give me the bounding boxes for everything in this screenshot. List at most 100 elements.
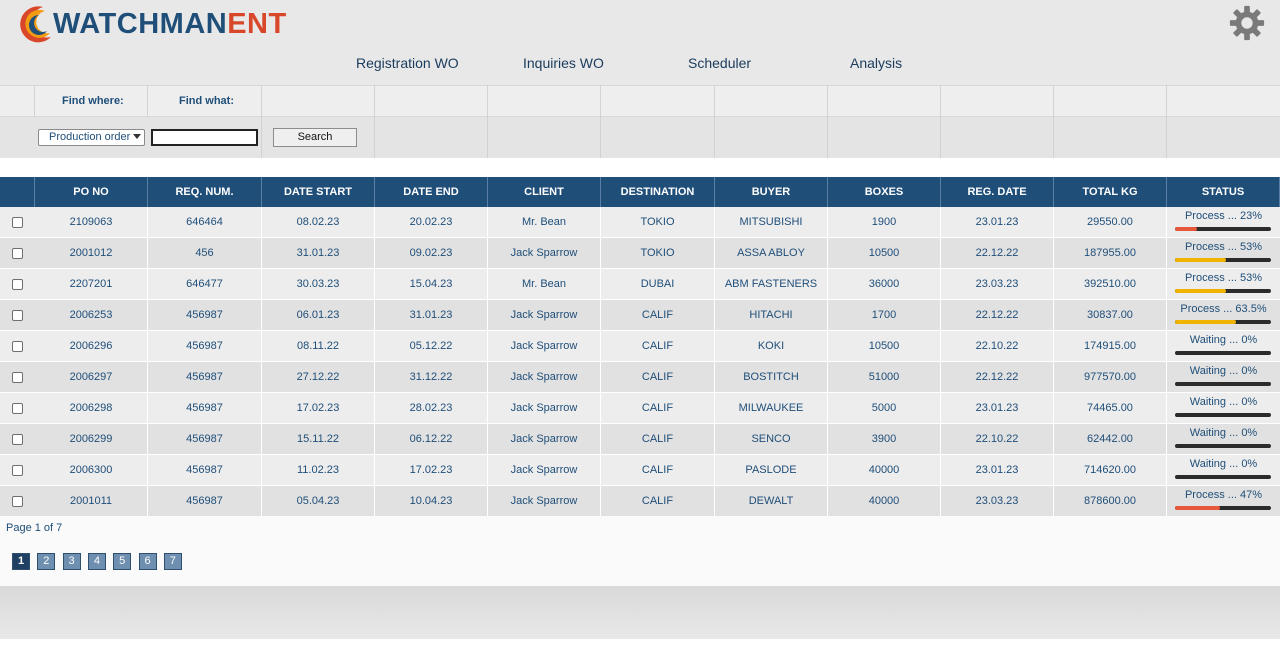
filter-divider	[1166, 85, 1167, 158]
filter-divider	[600, 85, 601, 158]
cell-po-no[interactable]: 2006296	[35, 331, 148, 361]
table-row[interactable]: 2006300 456987 11.02.23 17.02.23 Jack Sparro…	[0, 455, 1280, 486]
cell-total-kg: 74465.00	[1054, 393, 1167, 423]
cell-po-no[interactable]: 2109063	[35, 207, 148, 237]
header-select-column	[0, 177, 35, 207]
pagination-area	[0, 516, 1280, 586]
column-header-boxes[interactable]: BOXES	[828, 177, 941, 207]
cell-po-no[interactable]: 2207201	[35, 269, 148, 299]
cell-po-no[interactable]: 2006300	[35, 455, 148, 485]
cell-req-num: 646477	[148, 269, 262, 299]
cell-reg-date: 23.03.23	[941, 269, 1054, 299]
page-button-5[interactable]: 5	[113, 553, 132, 570]
column-header-date-start[interactable]: DATE START	[262, 177, 375, 207]
cell-boxes: 1700	[828, 300, 941, 330]
cell-po-no[interactable]: 2001011	[35, 486, 148, 516]
cell-destination: CALIF	[601, 424, 715, 454]
cell-destination: CALIF	[601, 486, 715, 516]
row-checkbox[interactable]	[12, 496, 23, 507]
table-row[interactable]: 2006253 456987 06.01.23 31.01.23 Jack Sparro…	[0, 300, 1280, 331]
cell-total-kg: 174915.00	[1054, 331, 1167, 361]
column-header-status[interactable]: STATUS	[1167, 177, 1280, 207]
cell-buyer: BOSTITCH	[715, 362, 828, 392]
column-header-buyer[interactable]: BUYER	[715, 177, 828, 207]
page-button-1[interactable]: 1	[12, 553, 30, 570]
row-checkbox[interactable]	[12, 403, 23, 414]
nav-analysis[interactable]: Analysis	[850, 55, 903, 71]
chevron-down-icon	[133, 134, 141, 139]
column-header-req-num[interactable]: REQ. NUM.	[148, 177, 262, 207]
cell-date-start: 08.11.22	[262, 331, 375, 361]
progress-bar	[1175, 320, 1271, 324]
search-button[interactable]: Search	[273, 128, 357, 147]
header: WATCHMANENT Registration WO Inquiries WO…	[0, 0, 1280, 85]
filter-divider	[487, 85, 488, 158]
page-button-6[interactable]: 6	[138, 553, 157, 570]
row-checkbox[interactable]	[12, 372, 23, 383]
table-row[interactable]: 2006296 456987 08.11.22 05.12.22 Jack Sparro…	[0, 331, 1280, 362]
cell-date-start: 15.11.22	[262, 424, 375, 454]
cell-req-num: 456987	[148, 486, 262, 516]
row-checkbox[interactable]	[12, 217, 23, 228]
table-row[interactable]: 2001011 456987 05.04.23 10.04.23 Jack Sparro…	[0, 486, 1280, 517]
cell-date-start: 31.01.23	[262, 238, 375, 268]
page-button-7[interactable]: 7	[163, 553, 182, 570]
cell-total-kg: 977570.00	[1054, 362, 1167, 392]
row-checkbox[interactable]	[12, 248, 23, 259]
row-checkbox[interactable]	[12, 465, 23, 476]
cell-date-start: 27.12.22	[262, 362, 375, 392]
cell-date-end: 28.02.23	[375, 393, 488, 423]
gear-icon[interactable]	[1228, 4, 1266, 42]
table-row[interactable]: 2001012 456 31.01.23 09.02.23 Jack Sparrow TO…	[0, 238, 1280, 269]
cell-po-no[interactable]: 2006298	[35, 393, 148, 423]
logo[interactable]: WATCHMANENT	[17, 3, 286, 45]
table-row[interactable]: 2006298 456987 17.02.23 28.02.23 Jack Sparro…	[0, 393, 1280, 424]
page-button-3[interactable]: 3	[62, 553, 81, 570]
cell-po-no[interactable]: 2006253	[35, 300, 148, 330]
nav-inquiries-wo[interactable]: Inquiries WO	[523, 55, 604, 71]
row-checkbox[interactable]	[12, 279, 23, 290]
cell-boxes: 40000	[828, 486, 941, 516]
cell-date-end: 10.04.23	[375, 486, 488, 516]
row-checkbox[interactable]	[12, 341, 23, 352]
column-header-date-end[interactable]: DATE END	[375, 177, 488, 207]
filter-divider	[261, 85, 262, 158]
row-checkbox[interactable]	[12, 434, 23, 445]
cell-client: Mr. Bean	[488, 207, 601, 237]
nav-scheduler[interactable]: Scheduler	[688, 55, 752, 71]
column-header-destination[interactable]: DESTINATION	[601, 177, 715, 207]
cell-total-kg: 29550.00	[1054, 207, 1167, 237]
page-button-2[interactable]: 2	[37, 553, 56, 570]
table-row[interactable]: 2006297 456987 27.12.22 31.12.22 Jack Sparro…	[0, 362, 1280, 393]
cell-date-start: 06.01.23	[262, 300, 375, 330]
filter-divider	[34, 85, 35, 117]
cell-boxes: 3900	[828, 424, 941, 454]
column-header-client[interactable]: CLIENT	[488, 177, 601, 207]
row-checkbox[interactable]	[12, 310, 23, 321]
page-button-4[interactable]: 4	[87, 553, 106, 570]
cell-boxes: 10500	[828, 238, 941, 268]
cell-po-no[interactable]: 2006297	[35, 362, 148, 392]
column-header-total-kg[interactable]: TOTAL KG	[1054, 177, 1167, 207]
table-row[interactable]: 2006299 456987 15.11.22 06.12.22 Jack Sparro…	[0, 424, 1280, 455]
progress-bar-fill	[1175, 289, 1226, 293]
find-what-input[interactable]	[151, 129, 258, 146]
column-header-reg-date[interactable]: REG. DATE	[941, 177, 1054, 207]
table-row[interactable]: 2109063 646464 08.02.23 20.02.23 Mr. Bean TOK…	[0, 207, 1280, 238]
find-where-label: Find where:	[62, 95, 124, 107]
cell-date-end: 05.12.22	[375, 331, 488, 361]
logo-crescent-icon	[20, 6, 51, 43]
cell-po-no[interactable]: 2006299	[35, 424, 148, 454]
cell-destination: CALIF	[601, 362, 715, 392]
column-header-po-no[interactable]: PO NO	[35, 177, 148, 207]
table-row[interactable]: 2207201 646477 30.03.23 15.04.23 Mr. Bean DUB…	[0, 269, 1280, 300]
find-what-label: Find what:	[179, 95, 234, 107]
cell-req-num: 456987	[148, 424, 262, 454]
cell-total-kg: 187955.00	[1054, 238, 1167, 268]
filter-divider	[940, 85, 941, 158]
nav-registration-wo[interactable]: Registration WO	[356, 55, 459, 71]
cell-po-no[interactable]: 2001012	[35, 238, 148, 268]
find-where-select[interactable]: Production order	[38, 129, 145, 146]
progress-bar	[1175, 258, 1271, 262]
